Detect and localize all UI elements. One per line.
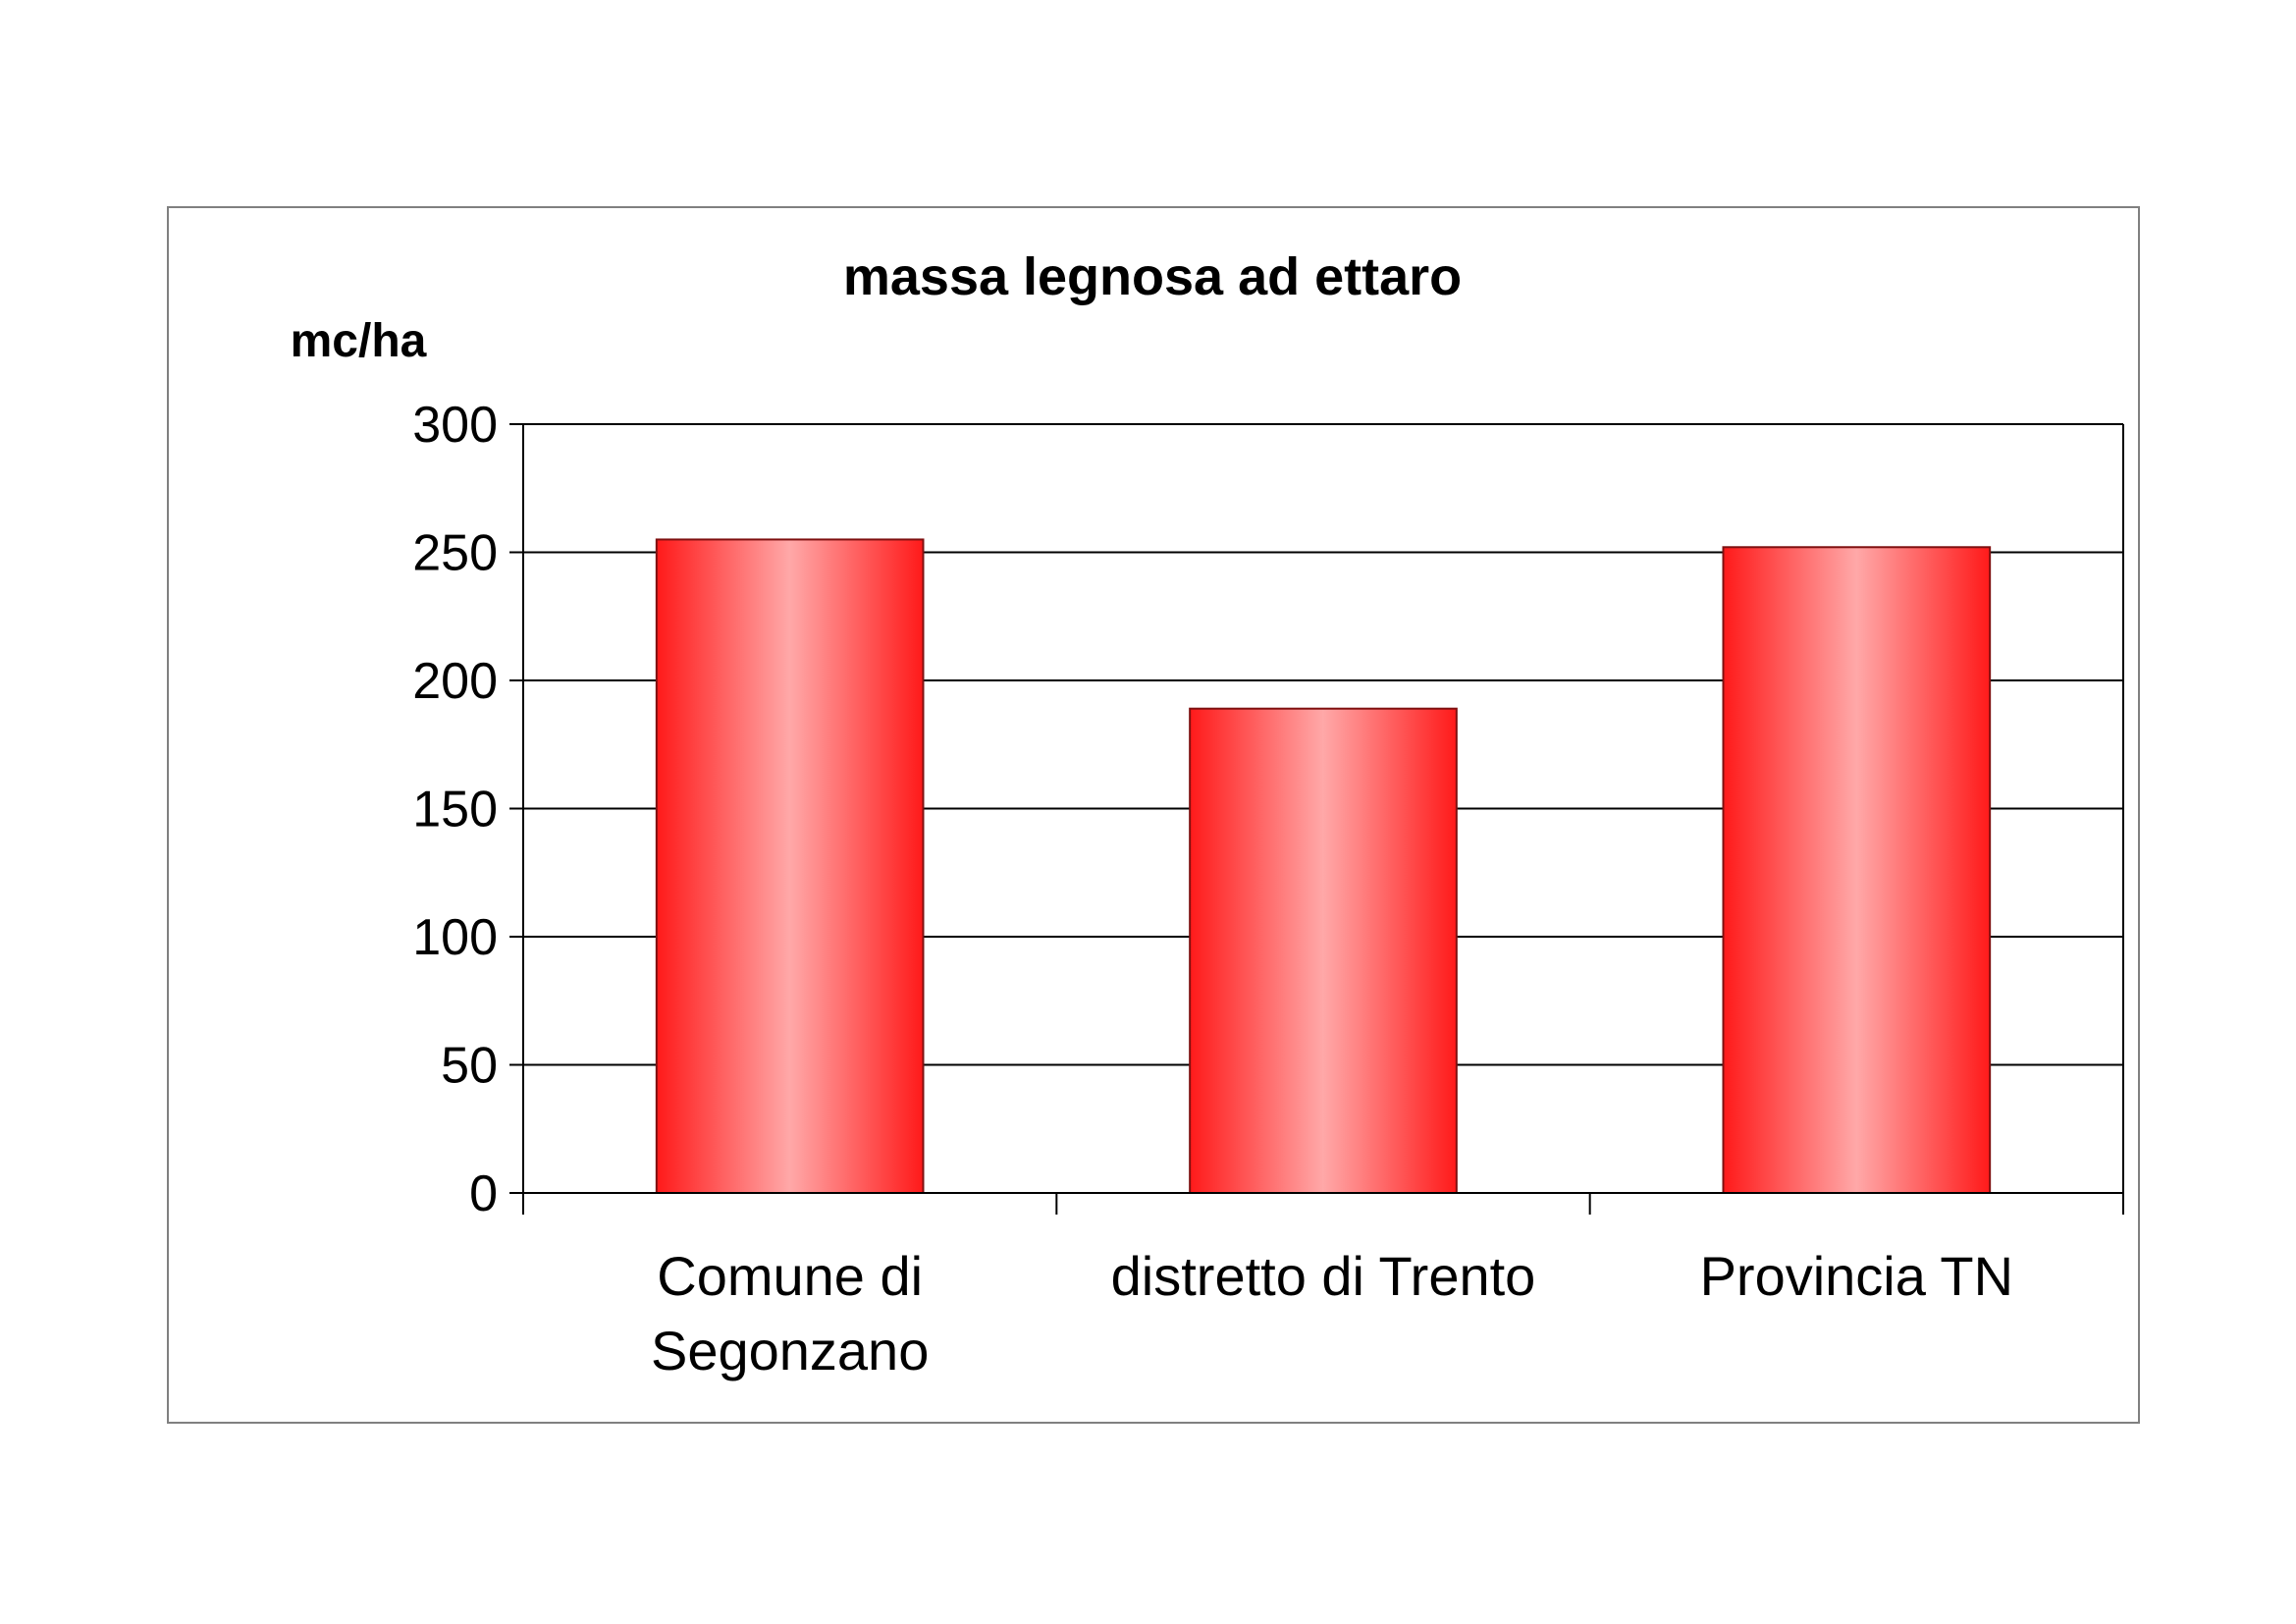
y-tick-label: 0 <box>469 1165 498 1222</box>
x-tick-label: distretto di Trento <box>1111 1245 1536 1307</box>
x-tick-label: Comune di <box>657 1245 923 1307</box>
bar <box>1722 546 1992 1194</box>
y-axis-label: mc/ha <box>291 315 427 367</box>
y-tick-label: 200 <box>412 653 498 710</box>
y-tick-label: 300 <box>412 397 498 454</box>
y-tick-label: 50 <box>441 1038 498 1095</box>
bar <box>1189 707 1458 1195</box>
x-tick-label: Segonzano <box>651 1320 929 1381</box>
bar <box>655 538 925 1194</box>
chart-title: massa legnosa ad ettaro <box>843 247 1462 306</box>
y-tick-label: 150 <box>412 782 498 839</box>
y-tick-label: 100 <box>412 909 498 966</box>
y-tick-label: 250 <box>412 525 498 582</box>
x-tick-label: Provincia TN <box>1700 1245 2014 1307</box>
